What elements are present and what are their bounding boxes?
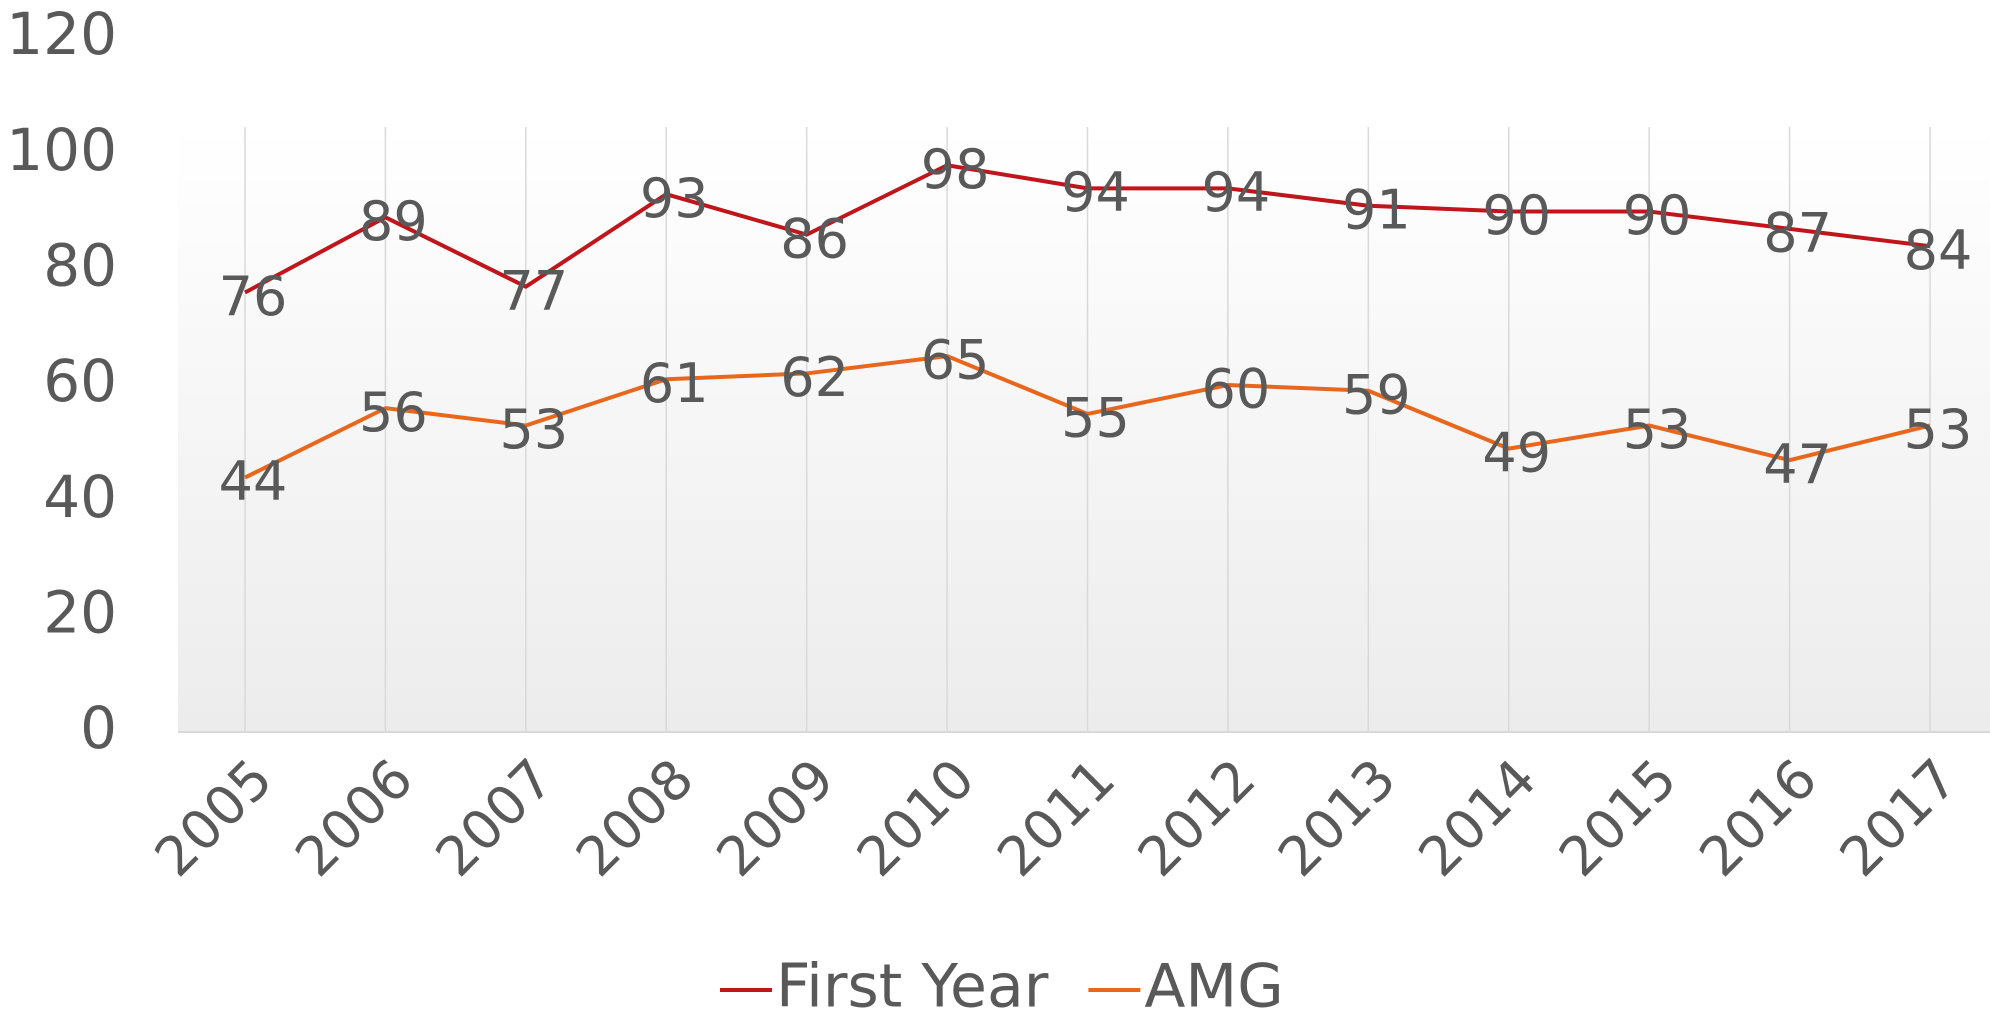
x-tick-label: 2006 [283,747,425,889]
x-tick-label: 2007 [424,747,566,889]
legend-label: First Year [776,952,1049,1021]
x-tick-label: 2017 [1828,747,1970,889]
data-label: 53 [1904,398,1973,461]
data-label: 65 [921,329,990,392]
data-label: 47 [1763,433,1832,496]
x-tick-label: 2012 [1126,747,1268,889]
y-tick-label: 40 [43,463,117,531]
data-label: 93 [640,167,709,230]
series-line [244,163,1931,295]
data-label: 76 [219,265,288,328]
data-label: 49 [1482,421,1551,484]
data-label: 61 [640,352,709,415]
y-tick-label: 60 [43,347,117,415]
x-tick-label: 2010 [845,747,987,889]
y-tick-label: 120 [6,0,117,68]
y-tick-label: 100 [6,116,117,184]
x-tick-label: 2016 [1687,747,1829,889]
data-label: 94 [1202,161,1271,224]
data-label: 94 [1061,161,1130,224]
data-label: 77 [499,259,568,322]
x-tick-label: 2009 [704,747,846,889]
legend-label: AMG [1144,952,1283,1021]
data-label: 62 [780,346,849,409]
data-label: 86 [780,207,849,270]
data-label: 53 [499,398,568,461]
data-label: 89 [359,190,428,253]
data-label: 87 [1763,201,1832,264]
data-label: 53 [1623,398,1692,461]
data-label: 55 [1061,387,1130,450]
y-tick-label: 0 [80,694,117,762]
x-tick-label: 2014 [1407,747,1549,889]
data-label: 91 [1342,178,1411,241]
series-line [244,354,1931,480]
y-tick-label: 80 [43,231,117,299]
data-label: 90 [1482,184,1551,247]
x-tick-label: 2008 [564,747,706,889]
x-tick-label: 2005 [143,747,285,889]
data-label: 60 [1202,358,1271,421]
x-tick-label: 2011 [985,747,1127,889]
data-label: 59 [1342,363,1411,426]
data-label: 84 [1904,219,1973,282]
data-label: 98 [921,138,990,201]
x-tick-label: 2013 [1266,747,1408,889]
data-label: 44 [219,450,288,513]
y-tick-label: 20 [43,578,117,646]
data-label: 90 [1623,184,1692,247]
x-tick-label: 2015 [1547,747,1689,889]
plot-background [178,127,1990,732]
data-label: 56 [359,381,428,444]
